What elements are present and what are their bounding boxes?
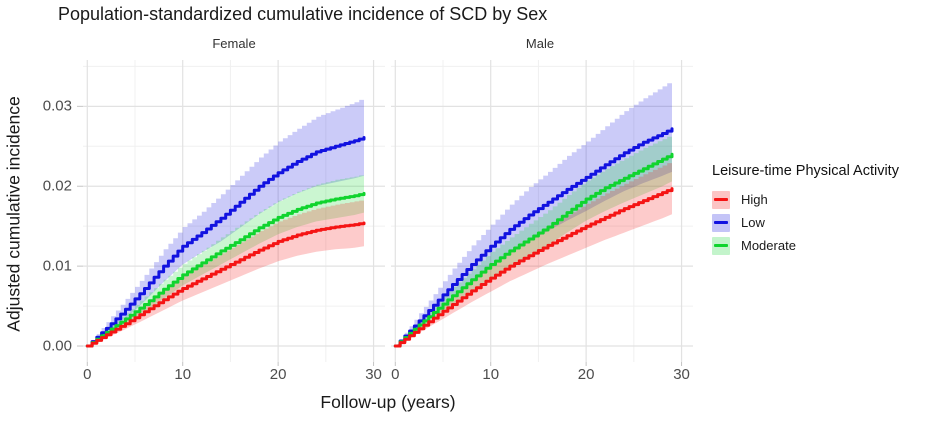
- x-axis-title: Follow-up (years): [320, 392, 456, 412]
- legend-item-high: High: [712, 188, 945, 211]
- legend-item-low: Low: [712, 211, 945, 234]
- y-tick-label: 0.02: [42, 177, 72, 195]
- series-line-male-moderate: [393, 152, 674, 348]
- facet-label-female: Female: [212, 36, 256, 51]
- legend-title: Leisure-time Physical Activity: [712, 163, 899, 179]
- series-line-male-low: [393, 127, 674, 348]
- x-tick-label: 30: [365, 366, 382, 383]
- series-line-female-moderate: [85, 191, 366, 348]
- legend-key-moderate-icon: [712, 236, 730, 255]
- legend-key-high-icon: [712, 190, 730, 209]
- legend-item-label: Low: [741, 215, 765, 230]
- confidence-band-female-low: [87, 97, 365, 346]
- x-tick-label: 30: [673, 366, 690, 383]
- y-tick-label: 0.00: [42, 337, 72, 355]
- series-line-female-high: [85, 221, 366, 348]
- x-tick-label: 20: [577, 366, 595, 383]
- x-tick-label: 20: [269, 366, 287, 383]
- confidence-band-female-moderate: [87, 174, 365, 346]
- legend-item-moderate: Moderate: [712, 234, 945, 257]
- y-tick-label: 0.03: [42, 97, 72, 115]
- series-line-male-high: [393, 187, 674, 348]
- x-tick-label: 0: [83, 366, 92, 383]
- facet-label-male: Male: [525, 36, 555, 51]
- series-line-female-low: [85, 136, 366, 348]
- legend: Leisure-time Physical Activity High Low …: [703, 163, 945, 257]
- legend-item-label: Moderate: [741, 238, 796, 253]
- legend-item-label: High: [741, 192, 768, 207]
- chart-title: Population-standardized cumulative incid…: [58, 4, 548, 24]
- x-tick-label: 10: [482, 366, 500, 383]
- x-tick-label: 0: [391, 366, 400, 383]
- legend-key-low-icon: [712, 213, 730, 232]
- y-tick-label: 0.01: [42, 257, 72, 275]
- x-tick-label: 10: [174, 366, 192, 383]
